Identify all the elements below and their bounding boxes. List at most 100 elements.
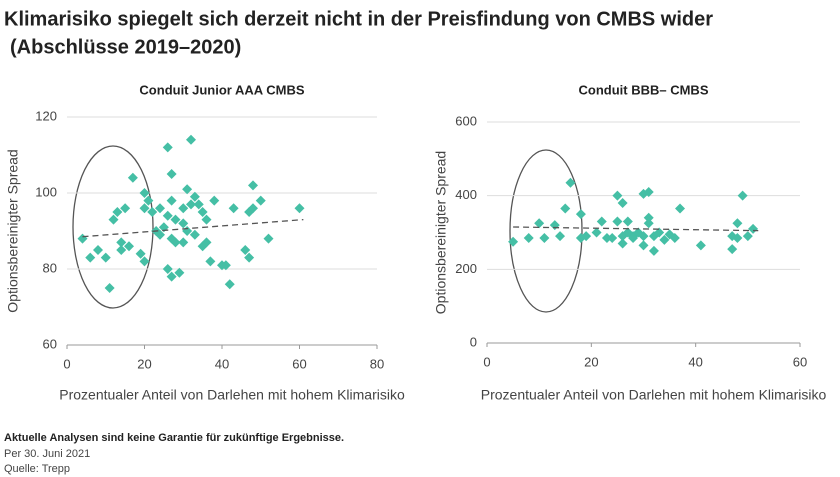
page-title: (Abschlüsse 2019–2020)	[10, 36, 241, 58]
point	[139, 256, 150, 267]
point	[523, 233, 534, 244]
point	[201, 237, 212, 248]
x-tick-label: 40	[688, 354, 702, 369]
y-tick-label: 60	[43, 336, 57, 351]
point	[201, 214, 212, 225]
point	[617, 198, 628, 209]
point	[607, 233, 618, 244]
point	[193, 199, 204, 210]
point	[727, 244, 738, 255]
x-tick-label: 60	[793, 354, 807, 369]
point	[108, 214, 119, 225]
point	[591, 227, 602, 238]
point	[228, 203, 239, 214]
point	[166, 169, 177, 179]
point	[139, 203, 150, 214]
point	[205, 256, 216, 267]
point	[104, 283, 115, 293]
point	[575, 209, 586, 220]
point	[224, 279, 235, 290]
point	[628, 233, 639, 244]
x-axis-label: Prozentualer Anteil von Darlehen mit hoh…	[481, 387, 827, 403]
point	[166, 195, 177, 206]
point	[135, 248, 146, 259]
trend-line	[82, 218, 304, 238]
y-axis-label: Optionsbereinigter Spread	[433, 151, 449, 314]
point	[643, 218, 654, 229]
y-tick-label: 100	[35, 184, 57, 199]
point	[248, 203, 258, 214]
point	[539, 233, 550, 244]
point	[127, 172, 138, 183]
point	[178, 237, 189, 248]
highlight-ellipse	[509, 149, 583, 313]
x-tick-label: 20	[584, 354, 598, 369]
point	[162, 142, 173, 153]
y-axis-label: Optionsbereinigter Spread	[5, 149, 21, 312]
x-tick-label: 0	[63, 356, 70, 371]
point	[549, 220, 560, 231]
trend-line	[513, 226, 759, 232]
point	[162, 264, 173, 274]
point	[534, 218, 545, 229]
y-tick-label: 80	[43, 260, 57, 275]
point	[189, 191, 200, 202]
point	[182, 184, 193, 195]
point	[560, 203, 571, 214]
x-tick-label: 40	[215, 356, 229, 371]
highlight-ellipse	[72, 145, 154, 309]
x-tick-label: 80	[370, 356, 384, 371]
x-tick-label: 0	[483, 354, 490, 369]
point	[555, 231, 566, 242]
y-tick-label: 200	[455, 261, 477, 276]
point	[596, 216, 607, 227]
point	[186, 199, 196, 210]
point	[263, 233, 274, 244]
point	[170, 214, 181, 225]
point	[170, 237, 181, 248]
y-tick-label: 120	[35, 108, 57, 123]
point	[695, 240, 706, 251]
point	[638, 240, 649, 251]
point	[742, 231, 753, 242]
point	[643, 186, 654, 197]
point	[654, 227, 665, 238]
point	[294, 203, 305, 214]
point	[116, 245, 127, 255]
point	[124, 241, 134, 252]
footnote: Aktuelle Analysen sind keine Garantie fü…	[4, 432, 344, 444]
point	[732, 233, 743, 244]
point	[139, 188, 150, 198]
y-tick-label: 400	[455, 187, 477, 202]
point	[565, 177, 576, 188]
point	[732, 218, 743, 229]
point	[209, 195, 220, 206]
point	[675, 203, 686, 214]
page-title: Klimarisiko spiegelt sich derzeit nicht …	[4, 8, 713, 30]
point	[581, 231, 592, 242]
point	[197, 207, 208, 217]
point	[174, 267, 185, 278]
point	[648, 245, 659, 256]
point	[143, 195, 154, 206]
point	[116, 237, 127, 248]
point	[255, 195, 266, 206]
point	[85, 252, 96, 263]
point	[155, 203, 165, 214]
point	[508, 236, 519, 247]
x-tick-label: 20	[137, 356, 151, 371]
point	[220, 260, 231, 271]
point	[120, 203, 131, 214]
point	[162, 210, 173, 221]
point	[189, 229, 200, 240]
point	[248, 180, 258, 191]
point	[240, 245, 251, 255]
source: Quelle: Trepp	[4, 463, 70, 475]
point	[669, 233, 680, 244]
point	[643, 212, 654, 223]
point	[622, 216, 633, 227]
point	[178, 203, 189, 214]
point	[77, 233, 88, 244]
point	[112, 207, 123, 217]
